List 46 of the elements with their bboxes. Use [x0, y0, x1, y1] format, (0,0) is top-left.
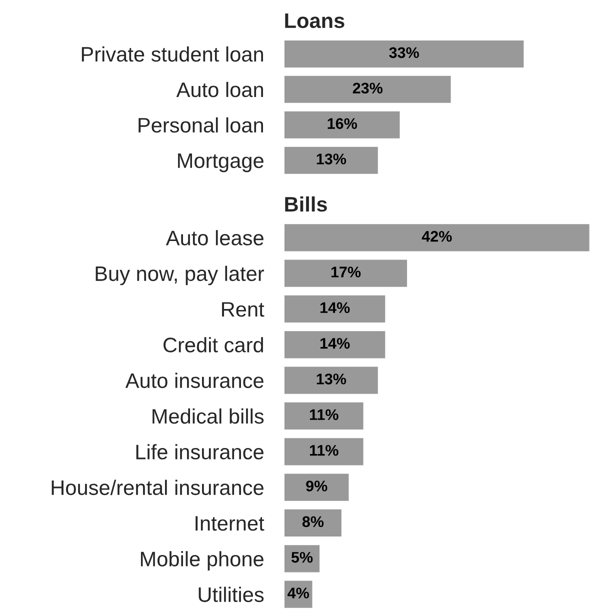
y-tick-label: Auto lease — [166, 230, 264, 246]
bar — [284, 258, 408, 288]
bar — [284, 39, 526, 69]
data-label: 11% — [310, 409, 338, 420]
data-label: 13% — [316, 374, 346, 384]
bar — [284, 472, 350, 502]
y-tick-label: Mobile phone — [140, 551, 264, 571]
data-label: 8% — [302, 516, 324, 528]
bar — [284, 544, 321, 574]
data-label: 4% — [288, 588, 310, 598]
y-tick-label: House/rental insurance — [52, 480, 264, 496]
bar — [284, 294, 387, 324]
bar — [284, 401, 365, 431]
data-label: 14% — [320, 338, 350, 349]
bar — [284, 508, 343, 538]
y-tick-label: Internet — [196, 516, 264, 531]
data-label: 23% — [352, 82, 383, 94]
y-tick-label: Credit card — [164, 337, 264, 352]
bar — [284, 436, 365, 467]
data-label: 16% — [328, 118, 358, 129]
chart-title: Loans — [285, 14, 344, 28]
data-label: 9% — [306, 480, 328, 492]
y-tick-label: Buy now, pay later — [96, 266, 264, 286]
data-label: 17% — [331, 266, 361, 278]
y-tick-label: Auto loan — [176, 82, 263, 98]
bar — [284, 110, 402, 140]
bar — [284, 74, 452, 104]
y-tick-label: Rent — [222, 302, 264, 317]
bar — [284, 222, 590, 253]
y-tick-label: Private student loan — [82, 46, 264, 62]
data-label: 14% — [320, 302, 350, 314]
data-label: 5% — [291, 552, 313, 563]
data-label: 11% — [310, 444, 338, 456]
y-tick-label: Personal loan — [138, 117, 263, 133]
y-tick-label: Utilities — [198, 586, 264, 602]
y-tick-label: Auto insurance — [125, 372, 264, 388]
bar — [284, 145, 380, 176]
data-label: 13% — [316, 154, 346, 164]
bar — [284, 365, 380, 396]
bar — [284, 330, 387, 360]
y-tick-label: Mortgage — [178, 154, 264, 172]
chart-title: Bills — [285, 196, 327, 212]
data-label: 42% — [422, 230, 452, 242]
y-tick-label: Medical bills — [152, 408, 264, 424]
data-label: 33% — [389, 47, 419, 58]
y-tick-label: Life insurance — [136, 444, 264, 460]
